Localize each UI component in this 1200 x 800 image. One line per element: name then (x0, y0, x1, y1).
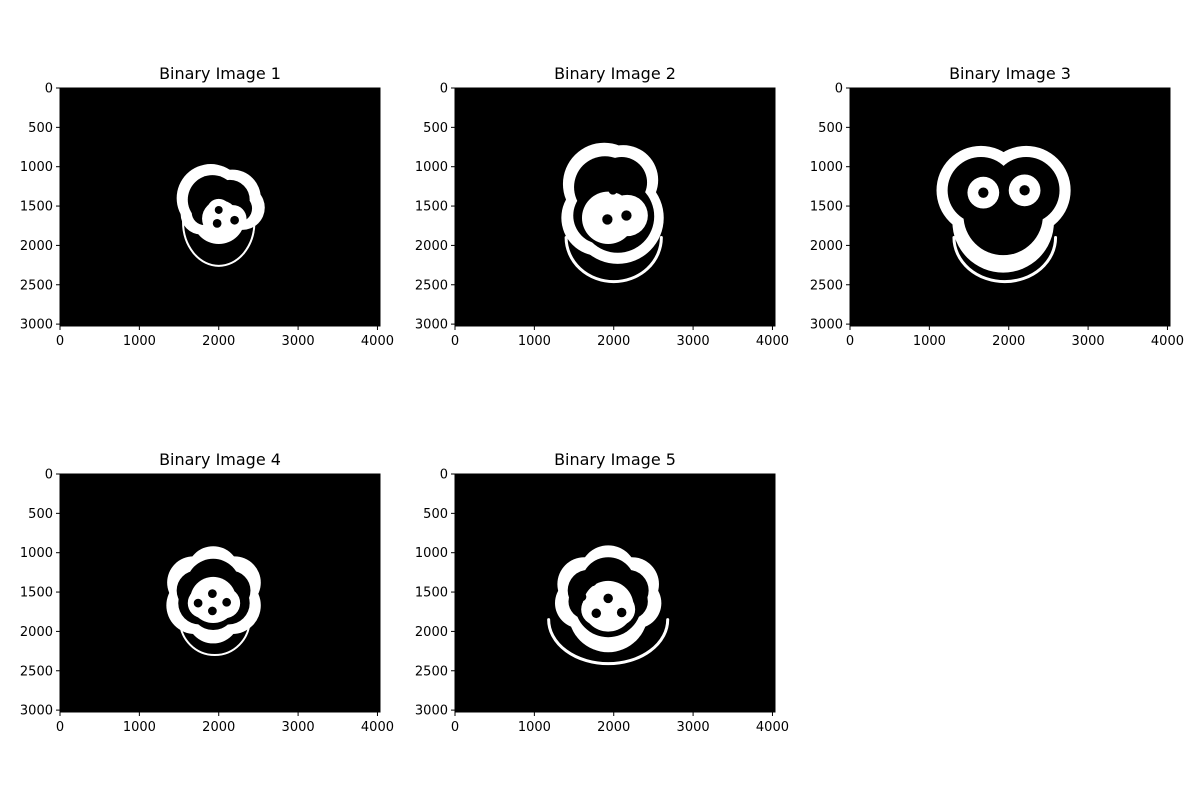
y-tick-label: 1000 (415, 160, 448, 175)
y-tick-label: 2000 (20, 239, 53, 254)
x-tick-label: 1000 (518, 720, 551, 735)
x-tick-label: 1000 (913, 334, 946, 349)
y-tick-label: 1000 (415, 546, 448, 561)
binary-shape (166, 546, 261, 656)
x-tick-label: 1000 (123, 720, 156, 735)
x-tick-label: 4000 (756, 720, 789, 735)
y-tick-label: 3000 (20, 704, 53, 719)
x-tick-label: 0 (56, 334, 64, 349)
y-tick-label: 1500 (415, 586, 448, 601)
y-tick-label: 0 (45, 468, 53, 483)
binary-shape (176, 164, 265, 267)
y-tick-label: 2000 (415, 239, 448, 254)
y-tick-label: 1000 (20, 546, 53, 561)
y-tick-label: 3000 (20, 318, 53, 333)
x-tick-label: 3000 (1072, 334, 1105, 349)
y-tick-label: 500 (28, 507, 53, 522)
y-tick-label: 1500 (20, 586, 53, 601)
x-tick-label: 2000 (597, 334, 630, 349)
x-tick-label: 0 (451, 334, 459, 349)
image-panel: Binary Image 3 0 1000 2000 3000 4000 0 500 1000 1… (810, 64, 1184, 349)
y-tick-label: 2500 (415, 664, 448, 679)
y-tick-label: 1000 (20, 160, 53, 175)
y-tick-label: 0 (440, 468, 448, 483)
y-tick-label: 500 (28, 121, 53, 136)
y-tick-label: 0 (45, 82, 53, 97)
x-tick-label: 2000 (202, 720, 235, 735)
panel-title: Binary Image 3 (949, 64, 1071, 83)
y-tick-label: 2500 (20, 278, 53, 293)
y-tick-label: 3000 (415, 318, 448, 333)
x-tick-label: 3000 (677, 334, 710, 349)
x-tick-label: 1000 (123, 334, 156, 349)
panel-title: Binary Image 1 (159, 64, 281, 83)
axes-frame (454, 87, 776, 327)
y-tick-label: 1000 (810, 160, 843, 175)
y-tick-label: 500 (423, 121, 448, 136)
y-tick-label: 1500 (415, 200, 448, 215)
y-tick-label: 2500 (20, 664, 53, 679)
y-tick-label: 3000 (415, 704, 448, 719)
y-tick-label: 2500 (810, 278, 843, 293)
x-tick-label: 4000 (1151, 334, 1184, 349)
axes-frame (849, 87, 1171, 327)
y-tick-label: 2500 (415, 278, 448, 293)
axes-frame (59, 473, 381, 713)
x-tick-label: 3000 (677, 720, 710, 735)
image-panel: Binary Image 4 0 1000 2000 3000 4000 0 500 1000 1… (20, 450, 394, 735)
y-tick-label: 1500 (810, 200, 843, 215)
y-tick-label: 2000 (20, 625, 53, 640)
y-tick-label: 1500 (20, 200, 53, 215)
y-tick-label: 2000 (810, 239, 843, 254)
x-tick-label: 4000 (756, 334, 789, 349)
x-tick-label: 3000 (282, 334, 315, 349)
panel-title: Binary Image 2 (554, 64, 676, 83)
panel-title: Binary Image 4 (159, 450, 281, 469)
axes-frame (59, 87, 381, 327)
x-tick-label: 1000 (518, 334, 551, 349)
y-tick-label: 0 (440, 82, 448, 97)
image-panel: Binary Image 5 0 1000 2000 3000 4000 0 500 1000 1… (415, 450, 789, 735)
x-tick-label: 2000 (992, 334, 1025, 349)
y-tick-label: 500 (423, 507, 448, 522)
x-tick-label: 0 (451, 720, 459, 735)
y-tick-label: 3000 (810, 318, 843, 333)
y-tick-label: 500 (818, 121, 843, 136)
panel-title: Binary Image 5 (554, 450, 676, 469)
x-tick-label: 2000 (202, 334, 235, 349)
binary-shape (936, 145, 1071, 284)
x-tick-label: 2000 (597, 720, 630, 735)
x-tick-label: 0 (846, 334, 854, 349)
axes-frame (454, 473, 776, 713)
image-panel: Binary Image 2 0 1000 2000 3000 4000 0 500 1000 1… (415, 64, 789, 349)
binary-shape (561, 142, 664, 284)
binary-shape (547, 545, 670, 666)
x-tick-label: 0 (56, 720, 64, 735)
image-panel: Binary Image 1 0 1000 2000 3000 4000 0 500 1000 1… (20, 64, 394, 349)
y-tick-label: 0 (835, 82, 843, 97)
y-tick-label: 2000 (415, 625, 448, 640)
x-tick-label: 3000 (282, 720, 315, 735)
x-tick-label: 4000 (361, 334, 394, 349)
x-tick-label: 4000 (361, 720, 394, 735)
